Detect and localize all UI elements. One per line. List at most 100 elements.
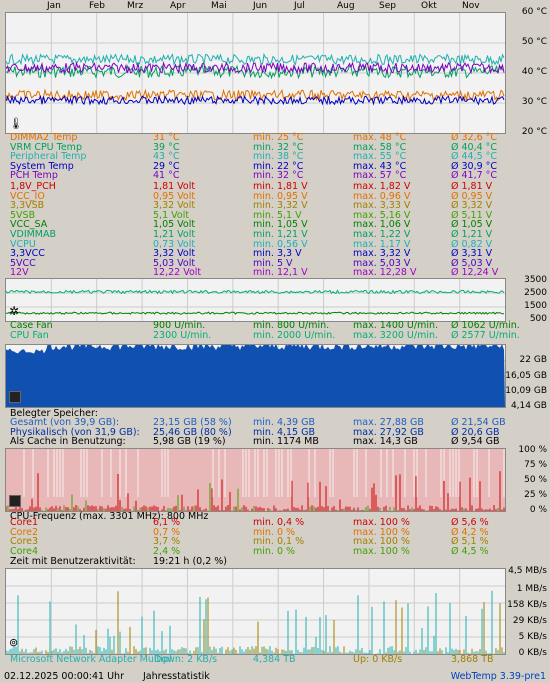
mem-avg: Ø 9,54 GB (451, 436, 500, 448)
cores-max: max. 100 % (353, 536, 410, 548)
volts-max: max. 0,96 V (353, 190, 411, 202)
network-down: Down: 2 KB/s (154, 654, 218, 665)
volts-min: min. 5 V (253, 257, 293, 269)
month-label: Apr (170, 1, 186, 11)
volts-avg: Ø 3,31 V (451, 248, 493, 260)
fans-max: max. 1400 U/min. (353, 320, 439, 331)
volts-max: max. 3,32 V (353, 248, 411, 260)
volts-min: min. 0,56 V (253, 238, 308, 250)
network-plot (6, 569, 505, 654)
mem-row: Gesamt (von 39,9 GB): 23,15 GB (58 %) min.… (10, 417, 506, 428)
volts-row: 5VCC 5,03 Volt min. 5 V max. 5,03 V Ø 5,03 V (10, 257, 500, 269)
volts-avg: Ø 0,82 V (451, 238, 493, 250)
volts-cur: 0,95 Volt (153, 190, 196, 202)
cpu-plot (6, 449, 505, 511)
cores-min: min. 0,1 % (253, 536, 305, 548)
volts-min: min. 1,05 V (253, 219, 308, 231)
memory-chip-icon (9, 391, 21, 403)
volts-name: 3,3VCC (10, 248, 45, 260)
temps-max: max. 48 °C (353, 132, 407, 143)
volts-min: min. 12,1 V (253, 267, 308, 279)
volts-avg: Ø 1,21 V (451, 229, 493, 240)
fan-axis-label: 2500 (524, 288, 547, 298)
month-label: Jun (253, 1, 268, 11)
fan-trace-case (6, 311, 504, 315)
mem-axis-label: 4,14 GB (510, 401, 547, 411)
footer-version[interactable]: WebTemp 3.39-pre1 (450, 671, 546, 682)
volts-cur: 5,03 Volt (153, 257, 196, 269)
fan-trace-cpu (6, 289, 505, 295)
net-axis-label: 5 KB/s (518, 632, 547, 642)
temp-trace-dimm (6, 88, 505, 102)
volts-cur: 12,22 Volt (153, 267, 202, 279)
mem-cur: 23,15 GB (58 %) (153, 417, 232, 428)
volts-row: 1,8V_PCH 1,81 Volt min. 1,81 V max. 1,82 V Ø… (10, 182, 500, 192)
volts-min: min. 1,21 V (253, 229, 308, 240)
volts-cur: 1,81 Volt (153, 181, 196, 192)
volts-avg: Ø 12,24 V (451, 267, 499, 279)
volts-cur: 0,73 Volt (153, 238, 196, 250)
temps-min: min. 22 °C (253, 160, 304, 172)
volts-min: min. 3,3 V (253, 248, 302, 260)
temps-cur: 43 °C (153, 151, 180, 163)
cpu-graph (5, 448, 506, 512)
volts-cur: 5,1 Volt (153, 209, 190, 221)
volts-cur: 3,32 Volt (153, 248, 196, 260)
mem-name: Als Cache in Benutzung: (10, 436, 126, 448)
mem-name: Gesamt (von 39,9 GB): (10, 417, 120, 428)
volts-avg: Ø 1,81 V (451, 181, 493, 192)
cores-avg: Ø 5,6 % (451, 517, 489, 528)
temps-min: min. 32 °C (253, 170, 304, 182)
volts-name: 1,8V_PCH (10, 181, 56, 192)
temps-name: System Temp (10, 160, 74, 172)
temperature-graph: 🌡 (5, 12, 506, 134)
cores-name: Core4 (10, 545, 39, 557)
fans-row: Case Fan 900 U/min. min. 800 U/min. max. 14… (10, 320, 520, 331)
mem-row: Physikalisch (von 31,9 GB): 25,46 GB (80 … (10, 426, 500, 438)
month-label: Mrz (127, 1, 144, 11)
cores-cur: 2,4 % (153, 545, 181, 557)
volts-name: 5VSB (10, 209, 36, 221)
volts-name: 5VCC (10, 257, 36, 269)
volts-row: VCC_IO 0,95 Volt min. 0,95 V max. 0,96 V Ø 0… (10, 190, 500, 202)
fan-icon: ✲ (9, 304, 20, 318)
temps-row: VRM CPU Temp 39 °C min. 32 °C max. 58 °C Ø 4… (10, 142, 500, 153)
fans-min: min. 2000 U/min. (253, 329, 336, 341)
memory-title: Belegter Speicher: (10, 408, 98, 419)
volts-row: 5VSB 5,1 Volt min. 5,1 V max. 5,16 V Ø 5,11 … (10, 209, 500, 221)
temps-avg: Ø 30,9 °C (451, 160, 498, 172)
volts-avg: Ø 3,32 V (451, 200, 493, 212)
temps-avg: Ø 44,5 °C (451, 151, 498, 163)
cores-max: max. 100 % (353, 545, 410, 557)
temps-row: PCH Temp 41 °C min. 32 °C max. 57 °C Ø 41,7 … (10, 171, 500, 181)
user-activity-value: 19:21 h (0,2 %) (153, 556, 228, 567)
temps-name: DIMMA2 Temp (10, 132, 78, 143)
mem-axis-label: 16,05 GB (505, 371, 547, 381)
month-label: Mai (211, 1, 227, 11)
fans-avg: Ø 2577 U/min. (451, 329, 520, 341)
month-label: Jul (294, 1, 305, 11)
temps-row: System Temp 29 °C min. 22 °C max. 43 °C Ø 30… (10, 160, 500, 172)
volts-row: 12V 12,22 Volt min. 12,1 V max. 12,28 V Ø 12… (10, 268, 500, 278)
volts-min: min. 3,32 V (253, 200, 308, 212)
volts-row: 3,3VCC 3,32 Volt min. 3,3 V max. 3,32 V Ø 3,… (10, 249, 500, 259)
month-label: Sep (379, 1, 396, 11)
cores-avg: Ø 5,1 % (451, 536, 489, 548)
cores-avg: Ø 4,5 % (451, 545, 489, 557)
mem-row: Als Cache in Benutzung: 5,98 GB (19 %) min… (10, 437, 500, 447)
volts-avg: Ø 5,03 V (451, 257, 493, 269)
mem-name: Physikalisch (von 31,9 GB): (10, 426, 140, 438)
fan-axis-label: 500 (529, 314, 547, 324)
cores-max: max. 100 % (353, 526, 410, 538)
volts-avg: Ø 5,11 V (451, 209, 493, 221)
temps-name: Peripheral Temp (10, 151, 87, 163)
cores-row: Core4 2,4 % min. 0 % max. 100 % Ø 4,5 % (10, 545, 500, 557)
footer: 02.12.2025 00:00:41 Uhr Jahresstatistik … (0, 670, 550, 683)
fans-min: min. 800 U/min. (253, 320, 330, 331)
cores-row: Core1 6,1 % min. 0,4 % max. 100 % Ø 5,6 % (10, 518, 500, 528)
network-row: Microsoft Network Adapter Multipl Down: … (10, 655, 500, 665)
temps-row: DIMMA2 Temp 31 °C min. 25 °C max. 48 °C Ø 32… (10, 133, 500, 143)
fans-avg: Ø 1062 U/min. (451, 320, 520, 331)
volts-row: VCPU 0,73 Volt min. 0,56 V max. 1,17 V Ø 0,8… (10, 238, 500, 250)
temp-axis-label: 20 °C (521, 127, 547, 137)
